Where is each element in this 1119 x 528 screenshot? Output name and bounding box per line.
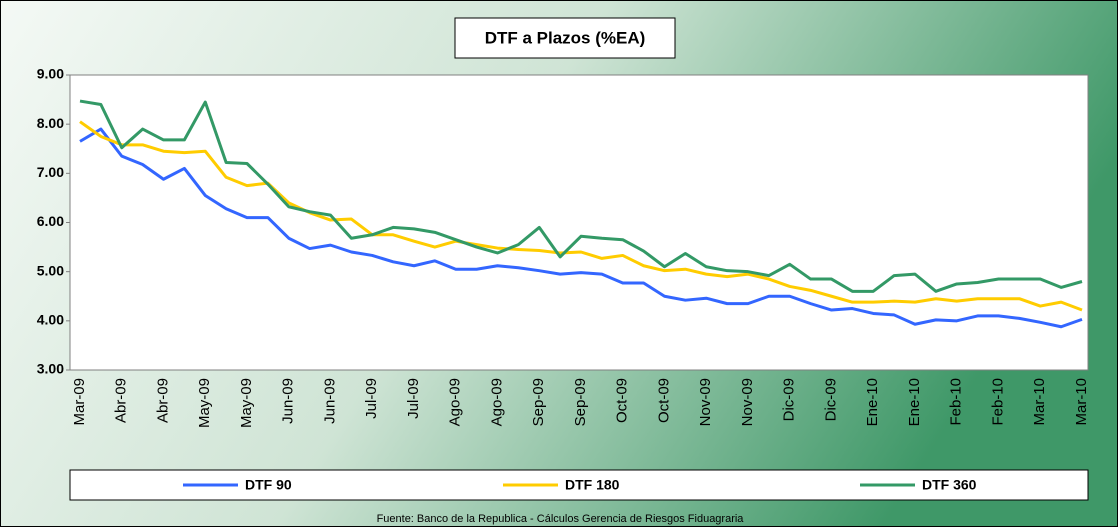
legend-label: DTF 180 xyxy=(565,477,620,493)
x-tick-label: Feb-10 xyxy=(948,378,965,426)
x-tick-label: Dic-09 xyxy=(822,378,839,421)
x-tick-label: Oct-09 xyxy=(655,378,672,423)
legend xyxy=(69,469,1089,501)
x-tick-label: Mar-10 xyxy=(1031,378,1048,426)
x-tick-label: Ago-09 xyxy=(447,378,464,426)
x-tick-label: Ene-10 xyxy=(906,378,923,426)
y-tick-label: 4.00 xyxy=(37,312,64,328)
series-line xyxy=(79,120,1083,312)
plot-area xyxy=(69,74,1089,371)
x-tick-label: Ene-10 xyxy=(864,378,881,426)
x-tick-label: Jun-09 xyxy=(321,378,338,424)
x-tick-label: Mar-10 xyxy=(1073,378,1090,426)
x-tick-label: Ago-09 xyxy=(488,378,505,426)
x-tick-label: Oct-09 xyxy=(614,378,631,423)
y-tick-label: 7.00 xyxy=(37,164,64,180)
y-tick-label: 5.00 xyxy=(37,262,64,278)
x-tick-label: Mar-09 xyxy=(71,378,88,426)
footnote: Fuente: Banco de la Republica - Cálculos… xyxy=(377,513,745,525)
x-tick-label: Sep-09 xyxy=(530,378,547,426)
x-tick-label: May-09 xyxy=(238,378,255,428)
x-tick-label: Nov-09 xyxy=(739,378,756,426)
series-line xyxy=(79,127,1083,329)
x-tick-label: Nov-09 xyxy=(697,378,714,426)
chart-title: DTF a Plazos (%EA) xyxy=(485,28,646,47)
title-box xyxy=(454,17,676,59)
x-tick-label: Abr-09 xyxy=(154,378,171,423)
x-tick-label: Jul-09 xyxy=(363,378,380,419)
y-tick-label: 8.00 xyxy=(37,115,64,131)
series-line xyxy=(79,99,1083,293)
x-tick-label: Abr-09 xyxy=(113,378,130,423)
x-tick-label: Feb-10 xyxy=(989,378,1006,426)
y-tick-label: 9.00 xyxy=(37,66,64,82)
legend-label: DTF 360 xyxy=(922,477,977,493)
x-tick-label: Jun-09 xyxy=(280,378,297,424)
y-tick-label: 6.00 xyxy=(37,213,64,229)
x-tick-label: May-09 xyxy=(196,378,213,428)
y-tick-label: 3.00 xyxy=(37,361,64,377)
legend-label: DTF 90 xyxy=(245,477,292,493)
x-tick-label: Jul-09 xyxy=(405,378,422,419)
x-tick-label: Dic-09 xyxy=(781,378,798,421)
x-tick-label: Sep-09 xyxy=(572,378,589,426)
